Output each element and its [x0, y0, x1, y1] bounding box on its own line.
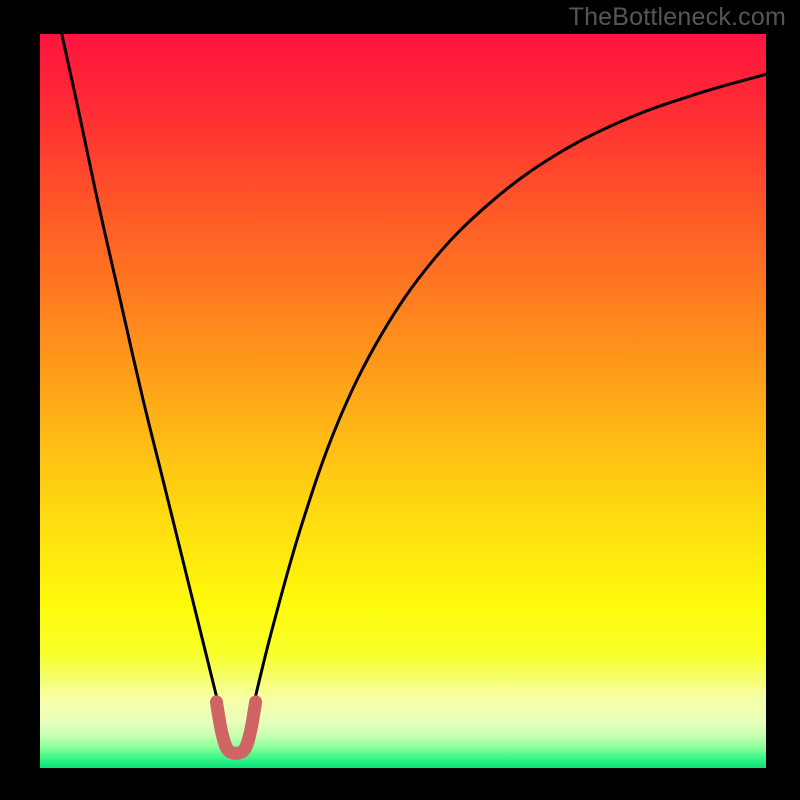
- gradient-background: [40, 34, 766, 768]
- plot-area: [40, 34, 766, 768]
- plot-svg: [40, 34, 766, 768]
- watermark-text: TheBottleneck.com: [569, 3, 786, 32]
